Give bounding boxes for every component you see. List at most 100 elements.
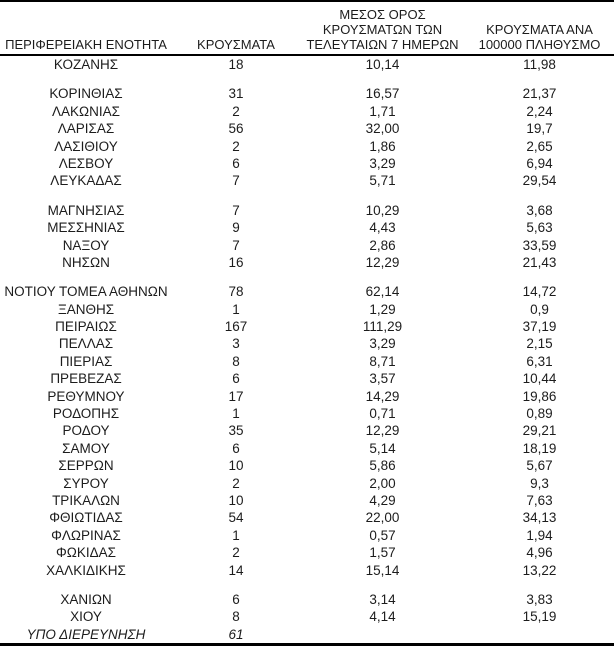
region-cell: ΠΕΛΛΑΣ (58, 336, 114, 352)
region-cell: ΛΑΚΩΝΙΑΣ (52, 103, 120, 119)
avg-7day-cell: 1,86 (369, 138, 396, 154)
per-100k-cell: 10,44 (522, 371, 557, 387)
per-100k-cell: 3,83 (526, 591, 553, 607)
region-cell: ΡΟΔΟΥ (62, 423, 110, 439)
avg-7day-cell: 0,57 (369, 527, 396, 543)
avg-7day-cell: 14,29 (365, 388, 400, 404)
region-cell: ΝΑΞΟΥ (62, 237, 110, 253)
avg-7day-cell: 3,14 (369, 591, 396, 607)
avg-7day-cell: 62,14 (365, 284, 400, 300)
avg-7day-cell: 10,29 (365, 202, 400, 218)
per-100k-cell: 3,68 (526, 202, 553, 218)
cases-cell: 1 (232, 527, 240, 543)
avg-7day-cell: 5,86 (369, 458, 396, 474)
avg-7day-cell: 1,71 (369, 103, 396, 119)
per-100k-cell: 11,98 (523, 57, 556, 72)
cases-cell: 61 (228, 626, 244, 642)
table-row: ΦΛΩΡΙΝΑΣ 1 0,57 1,94 (0, 527, 614, 544)
per-100k-cell: 19,86 (522, 388, 557, 404)
cases-cell: 167 (224, 319, 248, 335)
cases-cell: 17 (228, 388, 244, 404)
table-header-row: ΠΕΡΙΦΕΡΕΙΑΚΗ ΕΝΟΤΗΤΑ ΚΡΟΥΣΜΑΤΑ ΜΕΣΟΣ ΟΡΟ… (0, 0, 614, 56)
cases-cell: 16 (228, 254, 244, 270)
region-cell: ΡΟΔΟΠΗΣ (52, 406, 120, 422)
cases-cell: 54 (228, 510, 244, 526)
region-cell: ΛΕΣΒΟΥ (58, 155, 114, 171)
per-100k-cell: 2,15 (526, 336, 553, 352)
per-100k-cell: 6,31 (526, 353, 553, 369)
table-row: ΧΑΛΚΙΔΙΚΗΣ 14 15,14 13,22 (0, 562, 614, 579)
cases-cell: 8 (232, 353, 240, 369)
per-100k-cell: 4,96 (526, 545, 553, 561)
per-100k-cell: 2,65 (526, 138, 553, 154)
cases-cell: 9 (232, 220, 240, 236)
avg-7day-cell: 3,29 (369, 336, 396, 352)
table-row: ΛΑΣΙΘΙΟΥ 2 1,86 2,65 (0, 138, 614, 155)
region-cell: ΚΟΡΙΝΘΙΑΣ (49, 86, 123, 102)
avg-7day-cell: 8,71 (369, 353, 396, 369)
region-cell: ΣΕΡΡΩΝ (58, 458, 114, 474)
per-100k-cell: 34,13 (522, 510, 557, 526)
region-cell: ΞΑΝΘΗΣ (57, 301, 115, 317)
cases-cell: 7 (232, 173, 240, 189)
region-cell: ΠΙΕΡΙΑΣ (59, 353, 113, 369)
avg-7day-cell (300, 626, 465, 643)
table-row: ΜΕΣΣΗΝΙΑΣ 9 4,43 5,63 (0, 219, 614, 236)
avg-7day-cell: 4,43 (369, 220, 396, 236)
table-row: ΝΑΞΟΥ 7 2,86 33,59 (0, 237, 614, 254)
avg-7day-cell: 1,29 (369, 301, 396, 317)
per-100k-cell: 5,63 (526, 220, 553, 236)
table-row: ΥΠΟ ΔΙΕΡΕΥΝΗΣΗ 61 (0, 626, 614, 643)
avg-7day-cell: 0,71 (369, 406, 396, 422)
table-row: ΠΙΕΡΙΑΣ 8 8,71 6,31 (0, 353, 614, 370)
region-cell: ΛΑΡΙΣΑΣ (57, 121, 115, 137)
region-cell: ΤΡΙΚΑΛΩΝ (52, 492, 120, 508)
avg-7day-cell: 3,57 (369, 371, 396, 387)
table-row: ΞΑΝΘΗΣ 1 1,29 0,9 (0, 301, 614, 318)
table-row: ΦΘΙΩΤΙΔΑΣ 54 22,00 34,13 (0, 509, 614, 526)
table-row: ΛΕΣΒΟΥ 6 3,29 6,94 (0, 155, 614, 172)
region-cell: ΣΥΡΟΥ (63, 475, 109, 491)
table-body: ΚΟΖΑΝΗΣ 18 10,14 11,98 ΚΟΡΙΝΘΙΑΣ 31 16,57 21,37… (0, 56, 614, 647)
per-100k-cell: 13,22 (522, 562, 557, 578)
cases-cell: 35 (228, 423, 244, 439)
section-gap (0, 579, 614, 591)
avg-7day-cell: 32,00 (365, 121, 400, 137)
section-gap (0, 190, 614, 202)
table-row: ΧΙΟΥ 8 4,14 15,19 (0, 608, 614, 625)
avg-7day-cell: 15,14 (365, 562, 400, 578)
avg-7day-cell: 2,86 (369, 237, 396, 253)
column-header-cases: ΚΡΟΥΣΜΑΤΑ (197, 37, 275, 52)
table-row: ΛΑΡΙΣΑΣ 56 32,00 19,7 (0, 120, 614, 137)
region-cell: ΛΑΣΙΘΙΟΥ (54, 138, 118, 154)
region-cell: ΥΠΟ ΔΙΕΡΕΥΝΗΣΗ (26, 626, 146, 642)
avg-7day-cell: 4,29 (369, 492, 396, 508)
region-cell: ΛΕΥΚΑΔΑΣ (50, 173, 122, 189)
cases-cell: 2 (232, 103, 240, 119)
per-100k-cell: 33,59 (522, 237, 557, 253)
table-row: ΝΟΤΙΟΥ ΤΟΜΕΑ ΑΘΗΝΩΝ 78 62,14 14,72 (0, 283, 614, 300)
region-cell: ΧΙΟΥ (70, 609, 102, 625)
per-100k-cell: 7,63 (526, 492, 553, 508)
cases-cell: 7 (232, 202, 240, 218)
per-100k-cell: 2,24 (526, 103, 553, 119)
cases-cell: 2 (232, 138, 240, 154)
region-cell: ΡΕΘΥΜΝΟΥ (47, 388, 125, 404)
region-cell: ΚΟΖΑΝΗΣ (53, 57, 119, 72)
avg-7day-cell: 16,57 (365, 86, 400, 102)
table-row: ΣΕΡΡΩΝ 10 5,86 5,67 (0, 457, 614, 474)
cases-cell: 7 (232, 237, 240, 253)
table-row: ΧΑΝΙΩΝ 6 3,14 3,83 (0, 591, 614, 608)
avg-7day-cell: 3,29 (369, 155, 396, 171)
cases-cell: 1 (232, 301, 240, 317)
per-100k-cell: 5,67 (526, 458, 553, 474)
table-row: ΚΟΡΙΝΘΙΑΣ 31 16,57 21,37 (0, 85, 614, 102)
cases-cell: 6 (232, 591, 240, 607)
region-cell: ΠΕΙΡΑΙΩΣ (55, 319, 117, 335)
per-100k-cell: 21,37 (522, 86, 557, 102)
table-row: ΝΗΣΩΝ 16 12,29 21,43 (0, 254, 614, 271)
cases-cell: 78 (228, 284, 244, 300)
avg-7day-cell: 12,29 (365, 423, 400, 439)
section-gap (0, 73, 614, 85)
